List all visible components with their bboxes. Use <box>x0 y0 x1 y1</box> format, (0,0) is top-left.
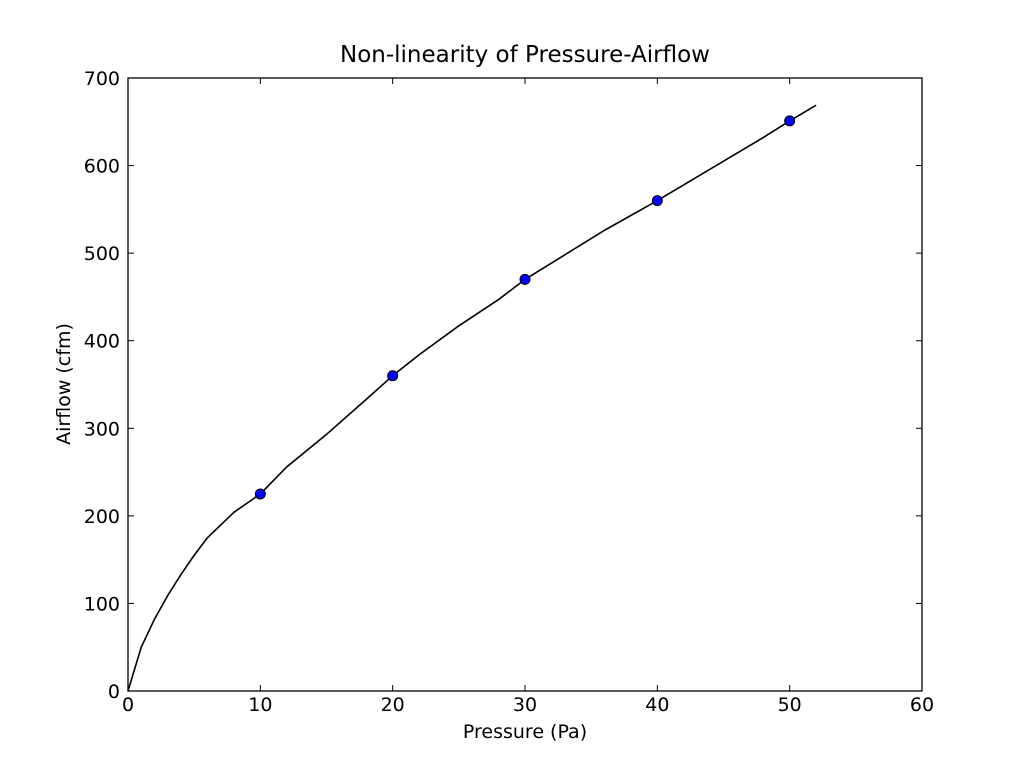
x-tick-label: 20 <box>381 694 405 716</box>
data-point <box>254 488 266 500</box>
x-tick-label: 10 <box>248 694 272 716</box>
y-tick-label: 300 <box>84 418 120 440</box>
chart-title: Non-linearity of Pressure-Airflow <box>340 42 710 68</box>
data-point <box>651 195 663 207</box>
y-tick-label: 500 <box>84 243 120 265</box>
x-axis-label: Pressure (Pa) <box>463 721 587 743</box>
x-tick-label: 30 <box>513 694 537 716</box>
data-point <box>519 273 531 285</box>
x-tick-label: 50 <box>778 694 802 716</box>
fit-curve-line <box>127 104 817 692</box>
y-tick-label: 700 <box>84 68 120 90</box>
data-point <box>784 115 796 127</box>
x-tick-label: 60 <box>910 694 934 716</box>
y-tick-label: 600 <box>84 156 120 178</box>
data-point <box>387 370 399 382</box>
y-axis-label: Airflow (cfm) <box>53 323 75 445</box>
x-tick-label: 40 <box>645 694 669 716</box>
y-tick-label: 400 <box>84 331 120 353</box>
y-tick-label: 0 <box>108 681 120 703</box>
y-tick-label: 100 <box>84 593 120 615</box>
plot-frame <box>127 77 923 692</box>
y-tick-label: 200 <box>84 506 120 528</box>
x-tick-label: 0 <box>122 694 134 716</box>
